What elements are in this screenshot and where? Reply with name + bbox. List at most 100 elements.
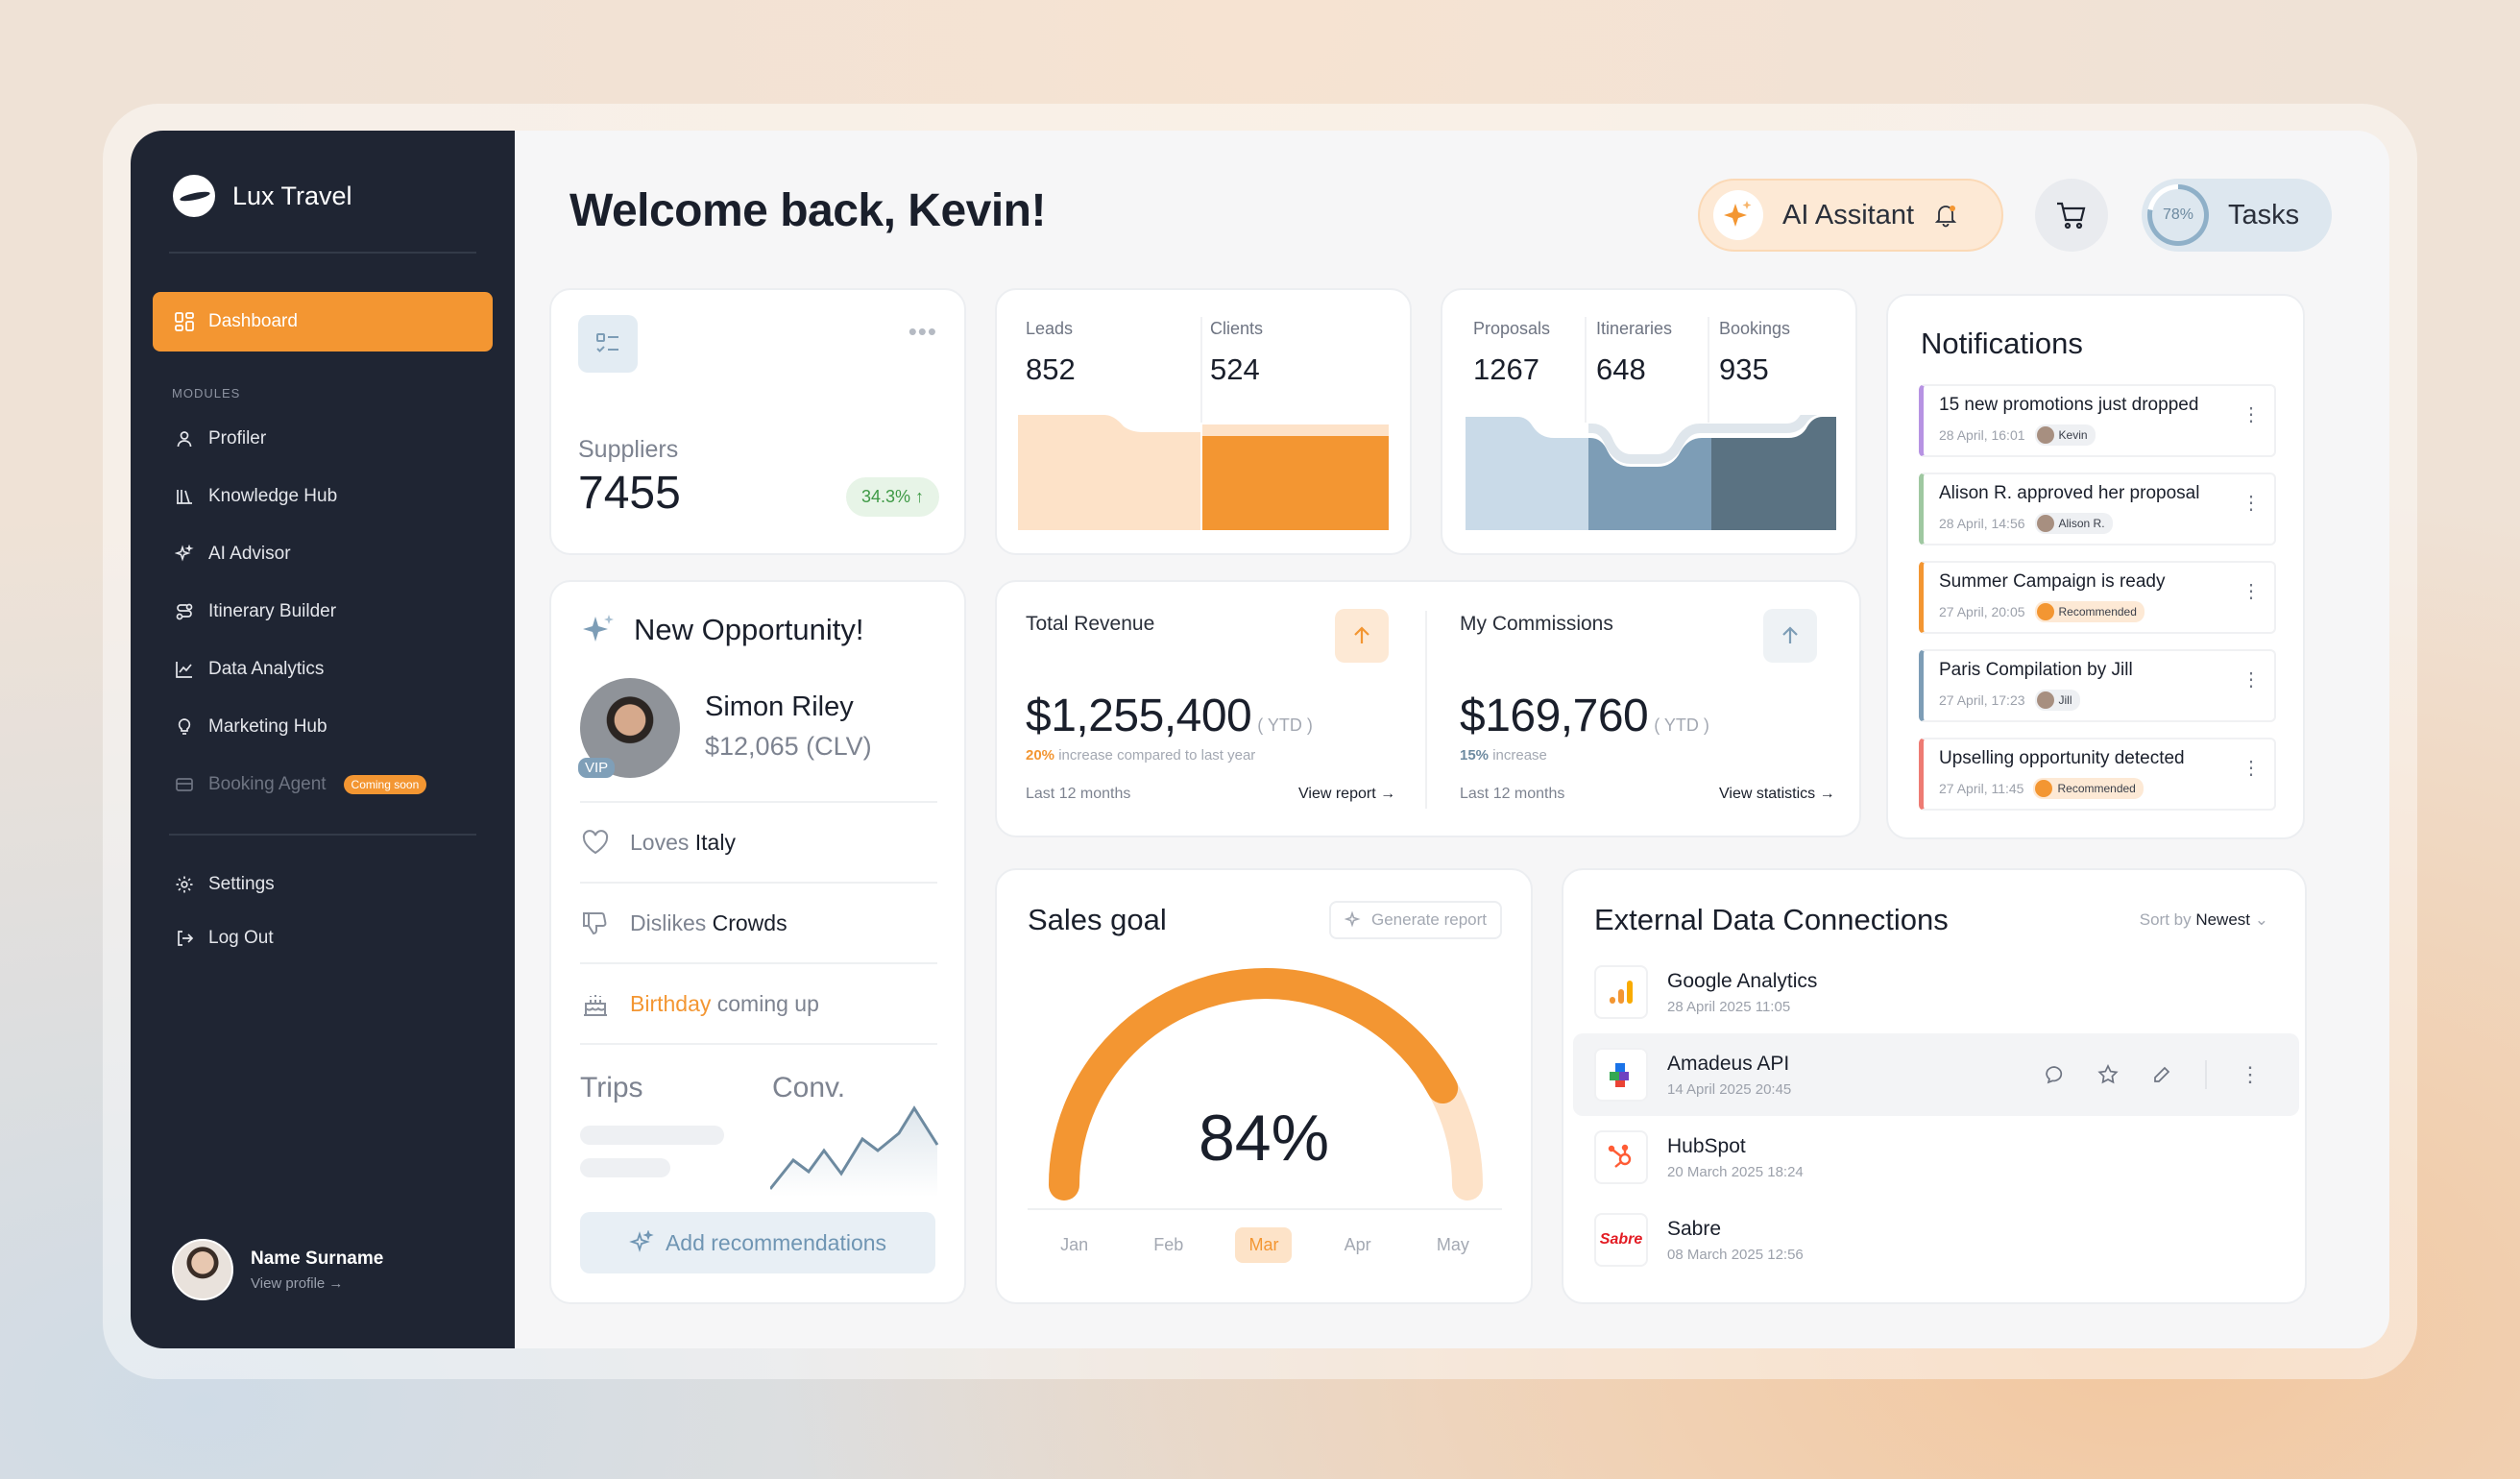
thumbs-down-icon [583, 912, 607, 935]
tasks-button[interactable]: 78% Tasks [2142, 179, 2332, 252]
lightbulb-icon [174, 716, 195, 738]
sidebar-item-profiler[interactable]: Profiler [174, 428, 266, 449]
conversion-label: Conv. [772, 1072, 846, 1103]
customer-name: Simon Riley [705, 691, 854, 722]
sidebar-item-marketing-hub[interactable]: Marketing Hub [174, 716, 327, 738]
page-title: Welcome back, Kevin! [569, 185, 1046, 236]
connection-row[interactable]: Sabre Sabre 08 March 2025 12:56 [1573, 1199, 2299, 1281]
sabre-icon: Sabre [1594, 1213, 1648, 1267]
heart-icon [582, 830, 609, 855]
sidebar-item-logout[interactable]: Log Out [174, 928, 274, 949]
generate-report-button[interactable]: Generate report [1329, 901, 1502, 939]
brand[interactable]: Lux Travel [173, 175, 352, 217]
sort-dropdown[interactable]: Sort by Newest ⌄ [2140, 910, 2268, 930]
checklist-icon [578, 315, 638, 373]
sidebar-item-label: Marketing Hub [208, 716, 327, 737]
notification-time: 27 April, 11:45 [1939, 781, 2024, 796]
clients-stat: Clients 524 [1210, 319, 1263, 387]
kebab-menu-icon[interactable]: ⋮ [2241, 581, 2261, 602]
revenue-change: 20% increase compared to last year [1026, 747, 1255, 764]
profile-name: Name Surname [251, 1248, 384, 1269]
sidebar-item-label: AI Advisor [208, 544, 291, 564]
sidebar-item-booking-agent[interactable]: Booking Agent Coming soon [174, 774, 427, 795]
notification-item[interactable]: Upselling opportunity detected 27 April, … [1919, 738, 2276, 811]
month-tab-active[interactable]: Mar [1235, 1227, 1293, 1263]
user-profile[interactable]: Name Surname View profile → [172, 1239, 383, 1300]
pipeline-chart [1466, 415, 1836, 530]
divider [1708, 317, 1709, 423]
view-statistics-link[interactable]: View statistics → [1719, 786, 1835, 802]
sidebar-item-settings[interactable]: Settings [174, 874, 275, 895]
preference-text: Dislikes Crowds [630, 910, 788, 936]
main-content: Welcome back, Kevin! AI Assitant 78% Tas… [515, 131, 2389, 1348]
kebab-menu-icon[interactable]: ⋮ [2241, 404, 2261, 425]
opportunity-card: New Opportunity! VIP Simon Riley $12,065… [549, 580, 966, 1304]
library-icon [174, 486, 195, 507]
sidebar-item-dashboard[interactable]: Dashboard [153, 292, 493, 352]
change-value: 20% [1026, 747, 1055, 764]
route-icon [174, 601, 195, 622]
connection-row[interactable]: HubSpot 20 March 2025 18:24 [1573, 1116, 2299, 1199]
add-recommendations-button[interactable]: Add recommendations [580, 1212, 935, 1273]
growth-badge: 34.3% ↑ [845, 477, 939, 517]
sidebar-divider [169, 252, 476, 254]
notification-item[interactable]: 15 new promotions just dropped 28 April, … [1919, 384, 2276, 457]
kebab-menu-icon[interactable]: ⋮ [2241, 758, 2261, 779]
month-tab[interactable]: Jan [1060, 1235, 1089, 1254]
leads-area [1018, 415, 1200, 530]
revenue-period: Last 12 months [1026, 786, 1131, 802]
clients-area [1202, 436, 1389, 530]
connection-name: Sabre [1667, 1217, 1722, 1240]
month-tab[interactable]: May [1436, 1235, 1469, 1254]
sidebar-item-itinerary-builder[interactable]: Itinerary Builder [174, 601, 336, 622]
divider [1585, 317, 1587, 423]
month-tab[interactable]: Feb [1153, 1235, 1184, 1254]
amadeus-icon [1594, 1048, 1648, 1102]
app-window: Lux Travel Dashboard MODULES Profiler Kn… [131, 131, 2389, 1348]
proposals-stat: Proposals 1267 [1473, 319, 1550, 387]
sparkline-line [770, 1105, 939, 1190]
comment-icon[interactable] [2044, 1064, 2065, 1085]
commissions-trend-button[interactable] [1763, 609, 1817, 663]
change-text: increase compared to last year [1058, 747, 1256, 764]
cart-icon [2057, 202, 2086, 230]
preference-value: Crowds [712, 909, 788, 935]
star-icon[interactable] [2097, 1064, 2119, 1085]
cart-button[interactable] [2035, 179, 2108, 252]
bookings-value: 935 [1719, 352, 1769, 386]
sparkle-icon [583, 615, 614, 642]
revenue-amount: $1,255,400 [1026, 691, 1252, 741]
itineraries-stat: Itineraries 648 [1596, 319, 1672, 387]
kebab-menu-icon[interactable]: ⋮ [2241, 669, 2261, 691]
more-options-icon[interactable]: ••• [908, 317, 937, 346]
sidebar-item-ai-advisor[interactable]: AI Advisor [174, 544, 291, 565]
connection-name: HubSpot [1667, 1134, 1746, 1157]
revenue-trend-button[interactable] [1335, 609, 1389, 663]
sidebar-item-label: Profiler [208, 428, 267, 449]
ai-assistant-button[interactable]: AI Assitant [1698, 179, 2003, 252]
customer-clv: $12,065 (CLV) [705, 732, 872, 761]
connection-name: Amadeus API [1667, 1052, 1790, 1075]
notification-item[interactable]: Paris Compilation by Jill 27 April, 17:23… [1919, 649, 2276, 722]
proposals-area [1466, 417, 1588, 530]
bell-icon [1934, 206, 1957, 228]
sidebar-item-data-analytics[interactable]: Data Analytics [174, 659, 324, 680]
sidebar-item-label: Log Out [208, 928, 274, 948]
view-profile-link[interactable]: View profile → [251, 1274, 344, 1292]
month-tab[interactable]: Apr [1344, 1235, 1371, 1254]
sidebar-item-knowledge-hub[interactable]: Knowledge Hub [174, 486, 337, 507]
view-report-link[interactable]: View report → [1298, 786, 1396, 802]
suppliers-label: Suppliers [578, 436, 679, 463]
notification-item[interactable]: Summer Campaign is ready 27 April, 20:05 R… [1919, 561, 2276, 634]
chart-icon [174, 659, 195, 680]
kebab-menu-icon[interactable]: ⋮ [2241, 493, 2261, 514]
birthday-reminder: Birthday coming up [580, 962, 937, 1043]
connection-row[interactable]: Google Analytics 28 April 2025 11:05 [1573, 951, 2299, 1033]
notification-item[interactable]: Alison R. approved her proposal 28 April,… [1919, 473, 2276, 546]
clients-value: 524 [1210, 352, 1260, 386]
edit-icon[interactable] [2151, 1064, 2172, 1085]
sabre-logo-text: Sabre [1599, 1231, 1643, 1248]
sidebar-item-label: Itinerary Builder [208, 601, 337, 621]
connection-row[interactable]: Amadeus API 14 April 2025 20:45 ⋮ [1573, 1033, 2299, 1116]
kebab-menu-icon[interactable]: ⋮ [2240, 1062, 2261, 1086]
